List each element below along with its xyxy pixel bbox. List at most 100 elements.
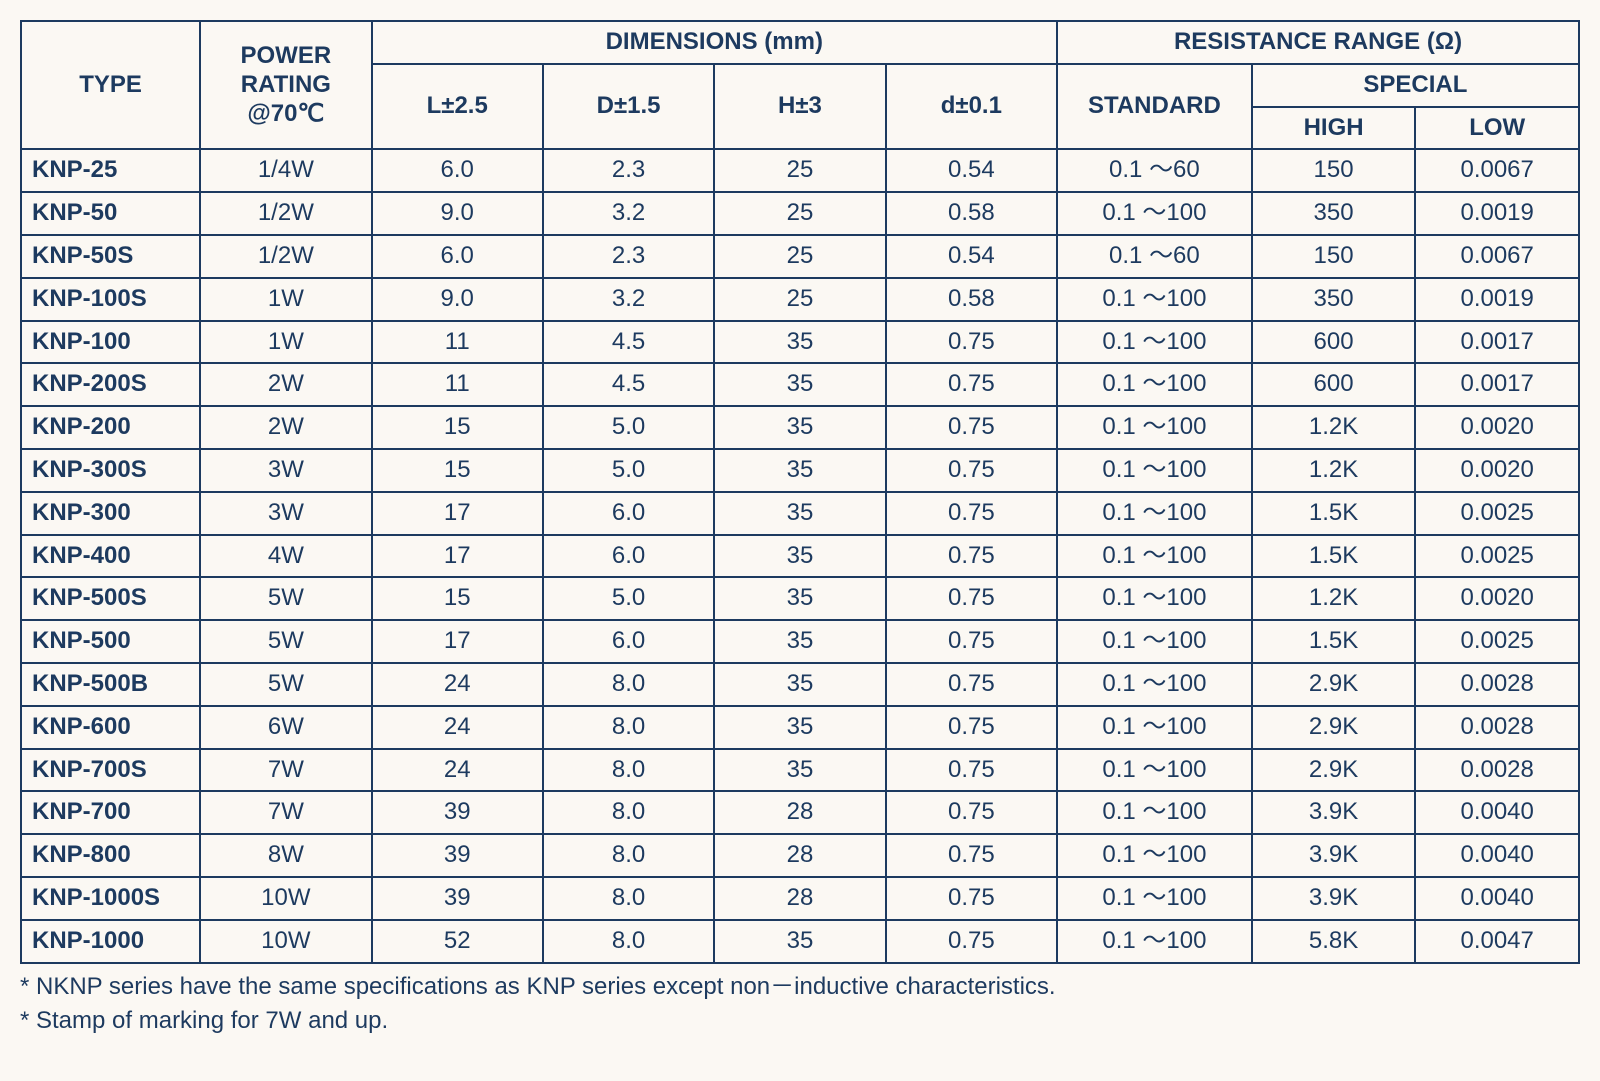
cell-dim-d-upper: 6.0	[543, 492, 714, 535]
cell-dim-d-lower: 0.75	[886, 492, 1057, 535]
cell-special-low: 0.0020	[1415, 577, 1579, 620]
cell-dim-h: 35	[714, 577, 885, 620]
cell-dim-h: 35	[714, 492, 885, 535]
cell-dim-d-lower: 0.75	[886, 406, 1057, 449]
cell-special-high: 5.8K	[1252, 920, 1416, 963]
cell-dim-d-upper: 4.5	[543, 321, 714, 364]
cell-type: KNP-100	[21, 321, 200, 364]
cell-type: KNP-700	[21, 791, 200, 834]
cell-power: 5W	[200, 663, 371, 706]
cell-special-high: 3.9K	[1252, 791, 1416, 834]
cell-power: 1/2W	[200, 192, 371, 235]
cell-dim-h: 25	[714, 278, 885, 321]
spec-table: TYPE POWER RATING @70℃ DIMENSIONS (mm) R…	[20, 20, 1580, 964]
cell-special-low: 0.0040	[1415, 834, 1579, 877]
cell-special-high: 1.5K	[1252, 492, 1416, 535]
cell-special-low: 0.0019	[1415, 192, 1579, 235]
cell-dim-d-lower: 0.75	[886, 706, 1057, 749]
cell-dim-l: 39	[372, 877, 543, 920]
cell-dim-d-upper: 8.0	[543, 791, 714, 834]
cell-dim-d-upper: 6.0	[543, 535, 714, 578]
cell-special-low: 0.0028	[1415, 749, 1579, 792]
cell-standard: 0.1 ～100	[1057, 791, 1252, 834]
cell-special-low: 0.0025	[1415, 620, 1579, 663]
cell-type: KNP-200S	[21, 363, 200, 406]
table-row: KNP-2002W155.0350.750.1 ～1001.2K0.0020	[21, 406, 1579, 449]
cell-type: KNP-500S	[21, 577, 200, 620]
cell-dim-h: 28	[714, 791, 885, 834]
cell-dim-d-lower: 0.75	[886, 449, 1057, 492]
cell-special-high: 350	[1252, 192, 1416, 235]
cell-dim-d-upper: 8.0	[543, 749, 714, 792]
cell-special-high: 150	[1252, 149, 1416, 192]
cell-type: KNP-1000S	[21, 877, 200, 920]
table-row: KNP-1001W114.5350.750.1 ～1006000.0017	[21, 321, 1579, 364]
cell-standard: 0.1 ～100	[1057, 492, 1252, 535]
cell-special-high: 1.5K	[1252, 620, 1416, 663]
cell-dim-d-lower: 0.75	[886, 749, 1057, 792]
table-header: TYPE POWER RATING @70℃ DIMENSIONS (mm) R…	[21, 21, 1579, 149]
cell-special-low: 0.0017	[1415, 363, 1579, 406]
cell-dim-d-upper: 8.0	[543, 877, 714, 920]
cell-power: 1W	[200, 278, 371, 321]
cell-type: KNP-800	[21, 834, 200, 877]
cell-standard: 0.1 ～100	[1057, 620, 1252, 663]
cell-special-low: 0.0017	[1415, 321, 1579, 364]
cell-dim-d-lower: 0.75	[886, 791, 1057, 834]
cell-dim-d-lower: 0.75	[886, 663, 1057, 706]
cell-standard: 0.1 ～60	[1057, 235, 1252, 278]
col-header-dimensions: DIMENSIONS (mm)	[372, 21, 1058, 64]
cell-standard: 0.1 ～100	[1057, 192, 1252, 235]
cell-dim-d-upper: 2.3	[543, 149, 714, 192]
cell-dim-d-lower: 0.75	[886, 877, 1057, 920]
cell-power: 10W	[200, 920, 371, 963]
cell-dim-l: 17	[372, 492, 543, 535]
cell-special-high: 350	[1252, 278, 1416, 321]
cell-power: 5W	[200, 577, 371, 620]
cell-special-low: 0.0025	[1415, 492, 1579, 535]
cell-special-high: 600	[1252, 321, 1416, 364]
cell-type: KNP-50S	[21, 235, 200, 278]
table-row: KNP-251/4W6.02.3250.540.1 ～601500.0067	[21, 149, 1579, 192]
table-row: KNP-700S7W248.0350.750.1 ～1002.9K0.0028	[21, 749, 1579, 792]
cell-type: KNP-600	[21, 706, 200, 749]
cell-special-high: 600	[1252, 363, 1416, 406]
cell-standard: 0.1 ～100	[1057, 834, 1252, 877]
cell-power: 1/4W	[200, 149, 371, 192]
cell-special-high: 1.2K	[1252, 577, 1416, 620]
cell-special-low: 0.0020	[1415, 406, 1579, 449]
cell-dim-l: 15	[372, 577, 543, 620]
cell-dim-d-lower: 0.75	[886, 834, 1057, 877]
footnote-line: * NKNP series have the same specificatio…	[20, 970, 1580, 1005]
table-row: KNP-100S1W9.03.2250.580.1 ～1003500.0019	[21, 278, 1579, 321]
table-row: KNP-5005W176.0350.750.1 ～1001.5K0.0025	[21, 620, 1579, 663]
cell-power: 7W	[200, 791, 371, 834]
cell-dim-l: 39	[372, 834, 543, 877]
cell-power: 1W	[200, 321, 371, 364]
table-row: KNP-100010W528.0350.750.1 ～1005.8K0.0047	[21, 920, 1579, 963]
cell-dim-d-upper: 3.2	[543, 192, 714, 235]
cell-dim-l: 9.0	[372, 192, 543, 235]
cell-standard: 0.1 ～100	[1057, 706, 1252, 749]
cell-power: 2W	[200, 363, 371, 406]
cell-dim-d-upper: 3.2	[543, 278, 714, 321]
cell-type: KNP-500B	[21, 663, 200, 706]
table-row: KNP-1000S10W398.0280.750.1 ～1003.9K0.004…	[21, 877, 1579, 920]
cell-dim-d-lower: 0.75	[886, 920, 1057, 963]
cell-special-low: 0.0067	[1415, 149, 1579, 192]
cell-special-high: 2.9K	[1252, 749, 1416, 792]
cell-special-high: 3.9K	[1252, 877, 1416, 920]
cell-power: 2W	[200, 406, 371, 449]
cell-dim-h: 35	[714, 535, 885, 578]
cell-dim-d-upper: 8.0	[543, 920, 714, 963]
cell-special-low: 0.0067	[1415, 235, 1579, 278]
cell-standard: 0.1 ～100	[1057, 363, 1252, 406]
cell-power: 4W	[200, 535, 371, 578]
table-row: KNP-3003W176.0350.750.1 ～1001.5K0.0025	[21, 492, 1579, 535]
cell-dim-l: 11	[372, 321, 543, 364]
cell-dim-d-upper: 5.0	[543, 577, 714, 620]
cell-dim-l: 6.0	[372, 235, 543, 278]
cell-type: KNP-700S	[21, 749, 200, 792]
footnotes: * NKNP series have the same specificatio…	[20, 970, 1580, 1040]
cell-standard: 0.1 ～100	[1057, 663, 1252, 706]
